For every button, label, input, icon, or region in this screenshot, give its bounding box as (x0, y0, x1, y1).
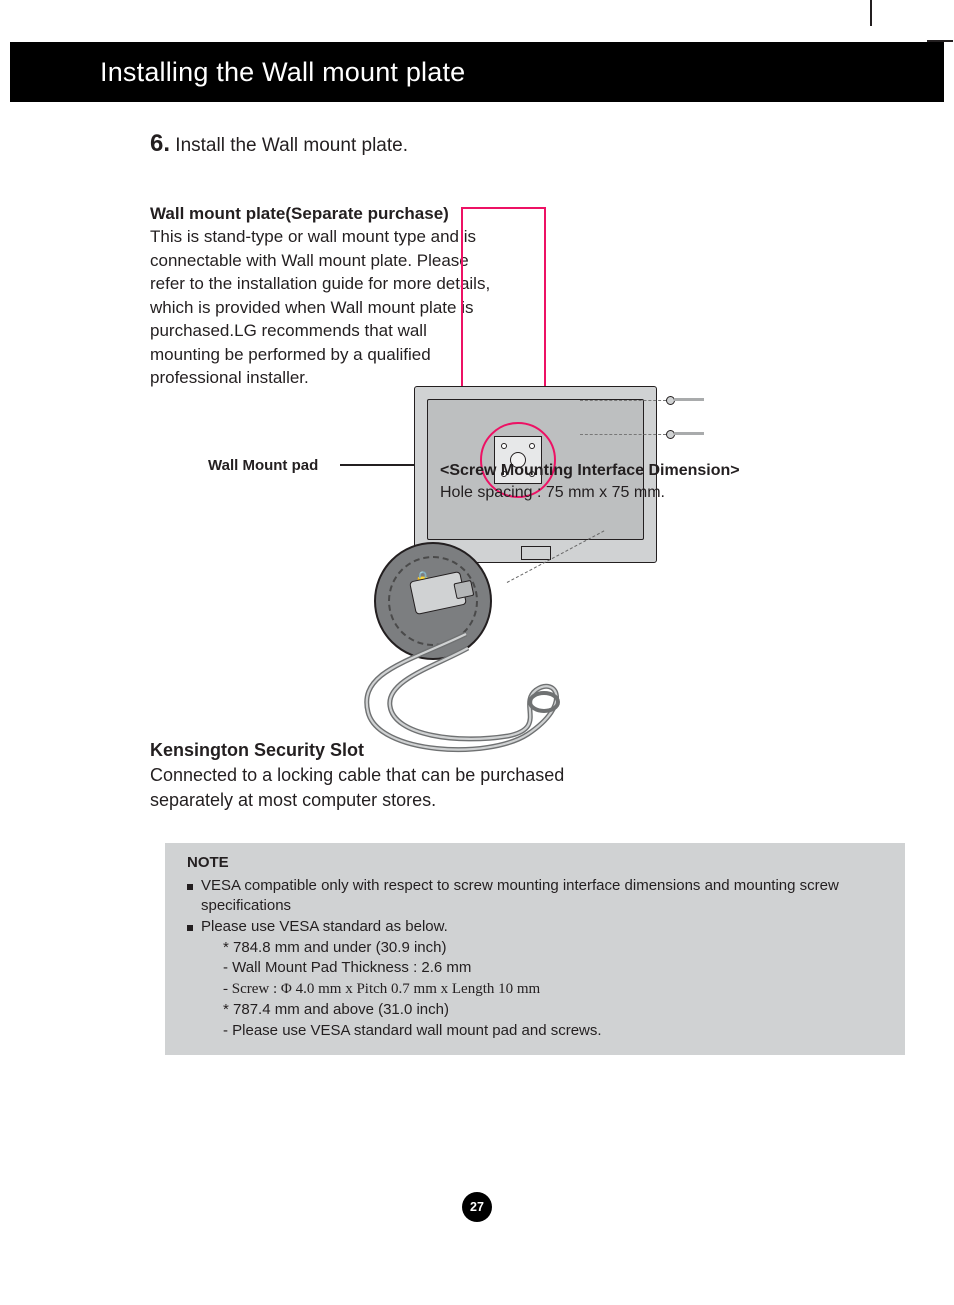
note-subitem: * 784.8 mm and under (30.9 inch) (201, 938, 891, 959)
note-item: VESA compatible only with respect to scr… (187, 876, 891, 917)
kensington-body: Connected to a locking cable that can be… (150, 765, 564, 810)
guide-dash-line (580, 400, 666, 401)
screw-icon (666, 430, 704, 437)
mounting-diagram: 🔒 (262, 386, 722, 686)
kensington-block: Kensington Security Slot Connected to a … (150, 738, 650, 812)
crop-mark (870, 0, 872, 26)
note-list: VESA compatible only with respect to scr… (187, 876, 891, 1042)
wall-mount-body: This is stand-type or wall mount type an… (150, 227, 490, 387)
section-titlebar: Installing the Wall mount plate (10, 42, 944, 102)
callout-line (461, 207, 463, 397)
kensington-heading: Kensington Security Slot (150, 740, 364, 760)
page-number: 27 (470, 1200, 484, 1214)
callout-line (461, 207, 545, 209)
note-subitem: - Please use VESA standard wall mount pa… (201, 1021, 891, 1042)
note-subitem: - Screw : Φ 4.0 mm x Pitch 0.7 mm x Leng… (201, 979, 891, 1000)
step-line: 6. Install the Wall mount plate. (150, 130, 910, 158)
wall-mount-description: Wall mount plate(Separate purchase) This… (150, 202, 500, 390)
screw-dimension-heading: <Screw Mounting Interface Dimension> (440, 462, 740, 479)
screw-dimension-body: Hole spacing : 75 mm x 75 mm. (440, 484, 665, 501)
screw-dimension-block: <Screw Mounting Interface Dimension> Hol… (440, 460, 750, 503)
note-subitem: - Wall Mount Pad Thickness : 2.6 mm (201, 958, 891, 979)
manual-page: Installing the Wall mount plate 6. Insta… (0, 0, 954, 1305)
step-text: Install the Wall mount plate. (175, 135, 408, 156)
note-box: NOTE VESA compatible only with respect t… (165, 843, 905, 1055)
content-area: 6. Install the Wall mount plate. Wall mo… (150, 130, 910, 390)
note-item: Please use VESA standard as below. * 784… (187, 917, 891, 1041)
wall-mount-heading: Wall mount plate(Separate purchase) (150, 204, 449, 223)
screw-icon (666, 396, 704, 403)
note-title: NOTE (187, 853, 891, 874)
note-item-text: Please use VESA standard as below. (201, 918, 448, 935)
page-number-badge: 27 (462, 1192, 492, 1222)
guide-dash-line (580, 434, 666, 435)
section-title: Installing the Wall mount plate (100, 57, 465, 88)
note-subitem: * 787.4 mm and above (31.0 inch) (201, 1000, 891, 1021)
step-number: 6. (150, 130, 170, 157)
monitor-stand-notch (521, 546, 551, 560)
